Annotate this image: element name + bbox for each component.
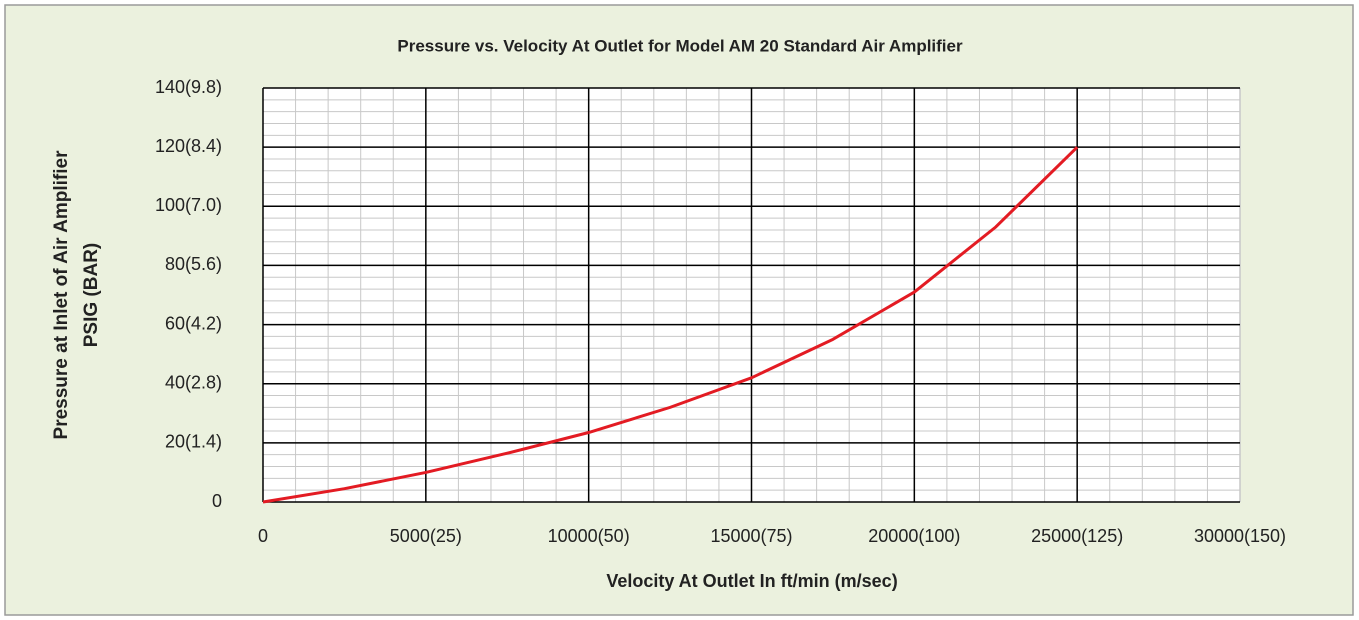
x-tick-label: 20000(100) xyxy=(868,526,960,546)
y-tick-label: 60(4.2) xyxy=(165,313,222,333)
x-tick-label: 0 xyxy=(258,526,268,546)
y-tick-label: 20(1.4) xyxy=(165,432,222,452)
y-tick-label: 0 xyxy=(212,491,222,511)
x-tick-label: 30000(150) xyxy=(1194,526,1286,546)
x-axis-label: Velocity At Outlet In ft/min (m/sec) xyxy=(606,571,897,591)
y-tick-label: 140(9.8) xyxy=(155,77,222,97)
y-tick-label: 100(7.0) xyxy=(155,195,222,215)
y-axis-label: PSIG (BAR) xyxy=(81,243,102,348)
x-tick-label: 5000(25) xyxy=(390,526,462,546)
data-line xyxy=(262,146,1079,504)
x-tick-label: 15000(75) xyxy=(710,526,792,546)
y-tick-label: 120(8.4) xyxy=(155,136,222,156)
chart-title: Pressure vs. Velocity At Outlet for Mode… xyxy=(397,36,963,55)
x-tick-label: 10000(50) xyxy=(548,526,630,546)
y-tick-label: 80(5.6) xyxy=(165,254,222,274)
y-tick-label: 40(2.8) xyxy=(165,372,222,392)
x-tick-label: 25000(125) xyxy=(1031,526,1123,546)
y-axis-label: Pressure at Inlet of Air Amplifier xyxy=(51,150,72,440)
